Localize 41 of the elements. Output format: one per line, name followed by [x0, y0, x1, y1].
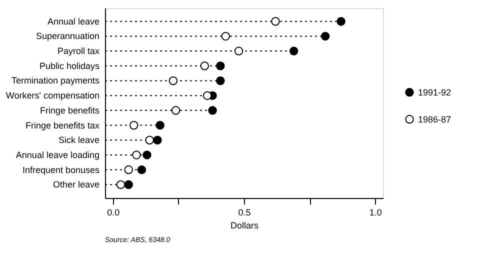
legend-label: 1986-87: [418, 114, 452, 124]
y-tick-label: Payroll tax: [57, 46, 100, 56]
point: [145, 136, 154, 144]
y-tick-label: Workers' compensation: [6, 90, 100, 101]
y-tick-label: Fringe benefits tax: [25, 120, 100, 130]
point: [234, 46, 244, 56]
point: [336, 16, 346, 26]
x-tick-label: 1.0: [369, 208, 382, 218]
point: [171, 106, 180, 115]
y-tick-label: Fringe benefits: [40, 105, 100, 116]
x-tick-label: 0.5: [238, 208, 251, 218]
y-tick-label: Termination payments: [11, 76, 100, 86]
point: [216, 62, 225, 70]
point: [271, 16, 280, 26]
point: [142, 150, 152, 160]
point: [124, 165, 133, 174]
point: [289, 46, 298, 56]
point: [216, 76, 225, 86]
point: [221, 32, 230, 41]
point: [137, 165, 146, 174]
legend-label: 1991-92: [418, 87, 452, 98]
point: [208, 106, 217, 115]
point: [202, 91, 212, 100]
y-tick-label: Sick leave: [58, 135, 100, 146]
point: [153, 136, 162, 144]
point: [156, 120, 164, 130]
point: [129, 120, 138, 130]
y-tick-label: Annual leave loading: [16, 150, 100, 160]
y-tick-label: Public holidays: [39, 60, 100, 71]
point: [320, 32, 330, 41]
point: [132, 150, 141, 160]
y-tick-label: Superannuation: [36, 31, 100, 42]
y-tick-label: Infrequent bonuses: [22, 164, 100, 175]
y-tick-label: Other leave: [52, 180, 100, 190]
x-axis-title: Dollars: [230, 220, 259, 230]
y-tick-label: Annual leave: [47, 16, 100, 26]
point: [124, 180, 133, 190]
x-tick-label: 0.0: [107, 208, 120, 218]
point: [116, 180, 126, 190]
point: [200, 62, 210, 70]
point: [168, 76, 178, 86]
